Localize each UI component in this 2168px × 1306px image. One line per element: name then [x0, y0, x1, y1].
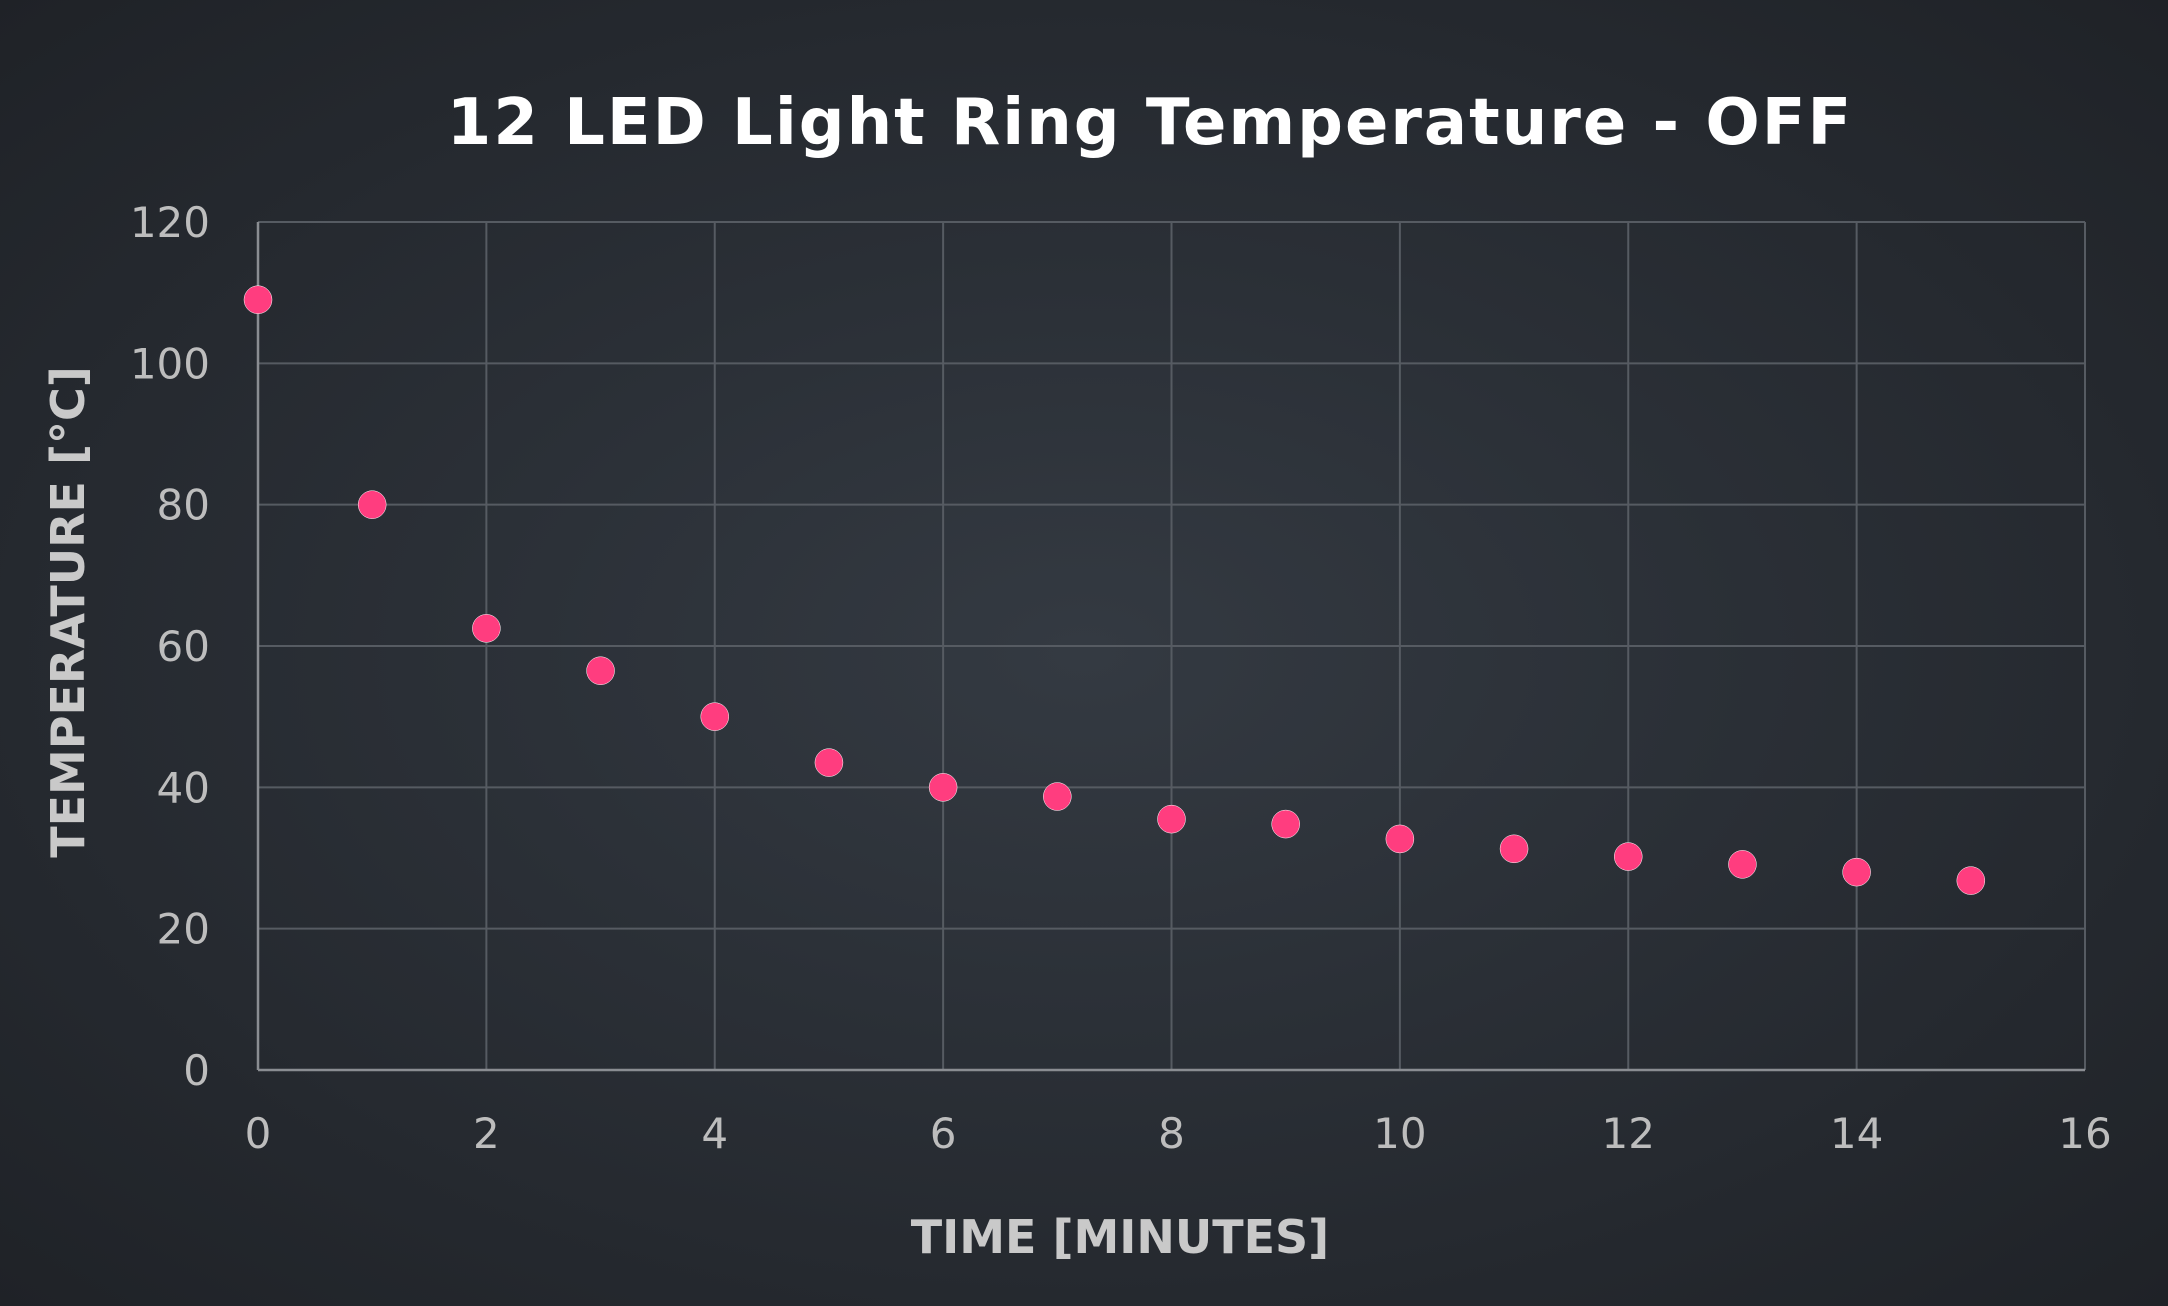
data-point	[1499, 834, 1529, 864]
data-points	[243, 285, 1986, 895]
y-tick-label: 0	[183, 1046, 210, 1095]
x-tick-label: 4	[701, 1109, 728, 1158]
y-tick-label: 100	[130, 339, 210, 388]
x-tick-label: 16	[2058, 1109, 2111, 1158]
data-point	[1728, 850, 1757, 879]
x-tick-label: 14	[1830, 1109, 1883, 1158]
data-point	[814, 748, 844, 777]
x-tick-label: 2	[473, 1109, 500, 1158]
y-tick-label: 40	[157, 763, 210, 812]
data-point	[357, 490, 387, 519]
y-axis-title: TEMPERATURE [°C]	[41, 366, 95, 858]
x-axis-title: TIME [MINUTES]	[911, 1210, 1329, 1264]
y-tick-label: 120	[130, 198, 210, 247]
data-point	[1956, 866, 1986, 895]
y-tick-label: 80	[157, 481, 210, 530]
x-tick-label: 10	[1373, 1109, 1426, 1158]
x-tick-label: 0	[245, 1109, 272, 1158]
grid	[258, 221, 2086, 1070]
x-tick-label: 12	[1602, 1109, 1655, 1158]
data-point	[1385, 824, 1415, 854]
x-tick-label: 8	[1158, 1109, 1185, 1158]
data-point	[1157, 804, 1186, 834]
x-tick-label: 6	[930, 1109, 957, 1158]
data-point	[243, 285, 273, 314]
y-axis-ticks: 0 20 40 60 80 100 120	[130, 198, 210, 1095]
data-point	[586, 656, 615, 685]
data-point	[700, 702, 729, 731]
data-point	[1614, 842, 1643, 871]
y-tick-label: 20	[157, 905, 210, 954]
x-axis-ticks: 0 2 4 6 8 10 12 14 16	[245, 1109, 2112, 1158]
data-point	[472, 614, 501, 643]
y-tick-label: 60	[157, 622, 210, 671]
data-point	[1842, 857, 1871, 887]
data-point	[1043, 782, 1072, 811]
data-point	[1271, 809, 1300, 839]
chart-title: 12 LED Light Ring Temperature - OFF	[447, 86, 1853, 160]
axes	[256, 222, 2085, 1072]
data-point	[928, 773, 958, 802]
